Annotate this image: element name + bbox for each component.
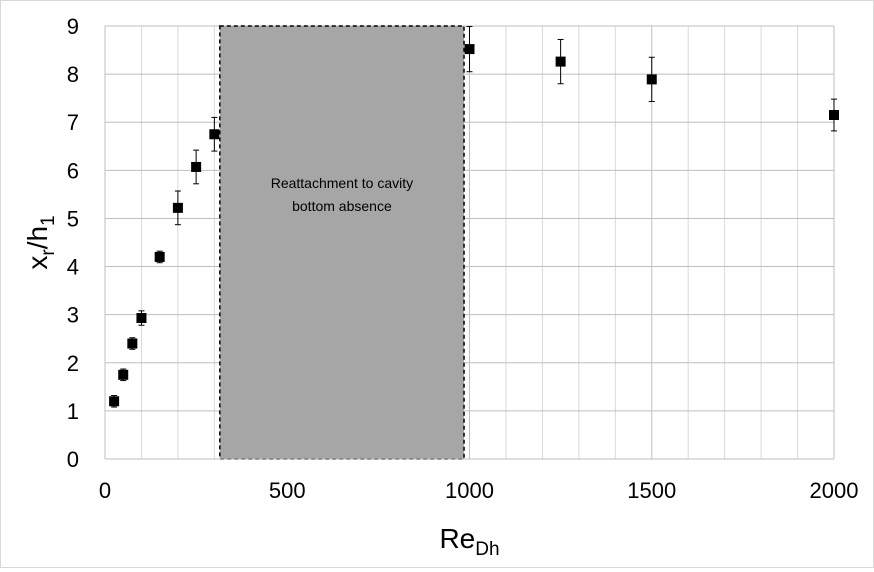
square-marker-4	[154, 251, 165, 262]
shaded-region-rect	[219, 25, 465, 460]
square-marker-7	[209, 129, 220, 140]
x-tick-label-500: 500	[269, 478, 306, 503]
x-axis-title: ReDh	[439, 523, 499, 560]
y-tick-label-9: 9	[67, 14, 79, 39]
x-tick-label-1000: 1000	[445, 478, 494, 503]
x-tick-label-0: 0	[99, 478, 111, 503]
square-marker-1	[118, 369, 129, 380]
data-point-2	[127, 337, 138, 350]
square-marker-9	[555, 56, 566, 67]
y-tick-labels: 0 1 2 3 4 5 6 7 8 9	[67, 14, 79, 472]
shaded-region-label-line-1: Reattachment to cavity	[271, 175, 413, 191]
y-tick-label-4: 4	[67, 255, 79, 280]
y-tick-label-8: 8	[67, 62, 79, 87]
shaded-region: Reattachment to cavity bottom absence	[219, 25, 465, 460]
y-axis-title-subscript-r: r	[38, 249, 59, 256]
data-point-5	[172, 190, 183, 226]
square-marker-11	[829, 110, 839, 121]
data-point-6	[191, 149, 202, 185]
y-tick-label-5: 5	[67, 206, 79, 231]
y-axis-title: xr/h1	[22, 215, 59, 269]
square-marker-2	[127, 338, 138, 349]
y-axis-title-subscript-1: 1	[38, 215, 59, 226]
grid-lines	[104, 25, 835, 460]
square-marker-5	[172, 202, 183, 213]
square-marker-6	[191, 161, 202, 172]
x-tick-labels: 0 500 1000 1500 2000	[99, 478, 859, 503]
square-marker-10	[646, 74, 657, 85]
data-point-1	[118, 368, 129, 382]
data-point-9	[555, 38, 566, 85]
square-marker-8	[464, 44, 475, 55]
y-axis-title-main: x	[22, 256, 53, 270]
y-tick-label-2: 2	[67, 351, 79, 376]
x-tick-label-1500: 1500	[627, 478, 676, 503]
y-tick-label-7: 7	[67, 110, 79, 135]
x-tick-label-2000: 2000	[810, 478, 859, 503]
data-point-3	[136, 310, 147, 326]
y-tick-label-1: 1	[67, 399, 79, 424]
x-axis-title-subscript: Dh	[475, 539, 499, 560]
data-point-11	[829, 98, 839, 132]
y-tick-label-0: 0	[67, 447, 79, 472]
square-marker-3	[136, 313, 147, 324]
data-point-4	[154, 250, 165, 264]
x-axis-title-main: Re	[439, 523, 475, 554]
data-series	[109, 25, 839, 408]
data-point-7	[209, 116, 220, 152]
data-point-10	[646, 56, 657, 103]
axes	[104, 26, 834, 460]
data-point-8	[464, 25, 475, 73]
data-point-0	[109, 394, 120, 408]
y-tick-label-6: 6	[67, 158, 79, 183]
square-marker-0	[109, 396, 120, 407]
shaded-region-label-line-2: bottom absence	[292, 198, 392, 214]
y-axis-title-mid: /h	[22, 226, 53, 249]
y-tick-label-3: 3	[67, 303, 79, 328]
